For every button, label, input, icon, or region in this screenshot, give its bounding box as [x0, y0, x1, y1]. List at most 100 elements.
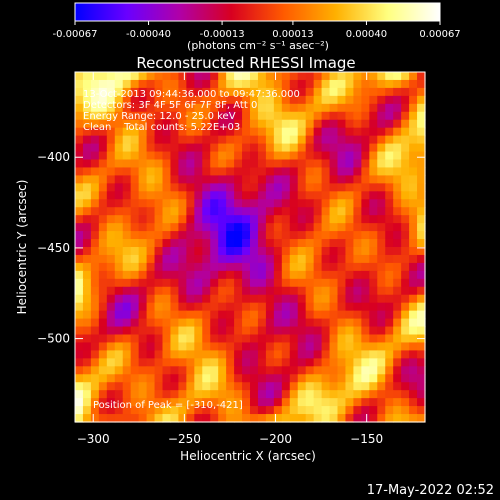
heatmap-cell [234, 374, 243, 383]
heatmap-cell [242, 231, 251, 240]
heatmap-cell [98, 278, 108, 288]
heatmap-cell [242, 119, 251, 129]
heatmap-cell [369, 239, 378, 248]
heatmap-cell [329, 87, 339, 97]
heatmap-cell [210, 95, 219, 105]
heatmap-cell [98, 326, 108, 336]
heatmap-cell [369, 294, 378, 304]
heatmap-cell [178, 390, 187, 399]
heatmap-cell [226, 254, 235, 264]
heatmap-cell [401, 262, 410, 272]
heatmap-cell [202, 342, 211, 351]
heatmap-cell [170, 87, 179, 97]
heatmap-cell [250, 350, 259, 359]
heatmap-cell [154, 350, 164, 359]
heatmap-cell [401, 374, 410, 383]
heatmap-cell [210, 72, 219, 81]
heatmap-cell [337, 111, 347, 121]
heatmap-cell [401, 254, 410, 264]
heatmap-cell [297, 286, 307, 296]
heatmap-cell [337, 183, 347, 192]
heatmap-cell [234, 143, 243, 153]
heatmap-cell [417, 87, 426, 97]
heatmap-cell [369, 334, 378, 344]
heatmap-cell [202, 111, 211, 121]
heatmap-cell [281, 143, 291, 153]
heatmap-cell [154, 215, 164, 224]
heatmap-cell [345, 79, 354, 89]
heatmap-cell [75, 103, 84, 113]
heatmap-cell [186, 223, 195, 232]
heatmap-cell [265, 119, 275, 129]
heatmap-cell [114, 207, 124, 216]
heatmap-cell [210, 390, 219, 399]
heatmap-cell [281, 183, 291, 192]
heatmap-cell [329, 143, 339, 153]
heatmap-cell [242, 286, 251, 296]
heatmap-cell [130, 72, 140, 81]
heatmap-cell [417, 79, 426, 89]
heatmap-cell [210, 302, 219, 312]
heatmap-cell [305, 111, 315, 121]
heatmap-cell [329, 390, 339, 399]
heatmap-cell [409, 191, 418, 200]
heatmap-cell [257, 382, 267, 391]
heatmap-cell [329, 127, 339, 137]
heatmap-cell [393, 175, 402, 184]
heatmap-cell [353, 254, 362, 264]
heatmap-cell [146, 254, 156, 264]
heatmap-cell [138, 278, 148, 288]
heatmap-cell [385, 382, 394, 391]
heatmap-cell [385, 270, 394, 280]
heatmap-cell [98, 95, 108, 105]
heatmap-cell [377, 318, 386, 328]
heatmap-cell [329, 175, 339, 184]
heatmap-cell [122, 119, 132, 129]
heatmap-cell [178, 286, 187, 296]
heatmap-cell [194, 143, 203, 153]
heatmap-cell [265, 302, 275, 312]
heatmap-cell [162, 143, 172, 153]
heatmap-cell [82, 135, 92, 145]
heatmap-cell [401, 143, 410, 153]
heatmap-cell [234, 72, 243, 81]
heatmap-cell [345, 103, 354, 113]
heatmap-cell [265, 87, 275, 97]
heatmap-cell [329, 119, 339, 129]
heatmap-cell [329, 159, 339, 169]
heatmap-cell [273, 350, 283, 359]
heatmap-cell [250, 326, 259, 336]
heatmap-cell [409, 247, 418, 256]
heatmap-cell [226, 87, 235, 97]
heatmap-cell [401, 382, 410, 391]
heatmap-cell [194, 350, 203, 359]
heatmap-cell [337, 215, 347, 224]
heatmap-cell [353, 72, 362, 81]
heatmap-cell [361, 215, 370, 224]
heatmap-cell [242, 159, 251, 169]
heatmap-cell [106, 119, 116, 129]
heatmap-cell [265, 199, 275, 208]
heatmap-cell [202, 199, 211, 208]
heatmap-cell [186, 231, 195, 240]
heatmap-cell [385, 278, 394, 288]
heatmap-cell [146, 215, 156, 224]
heatmap-cell [361, 358, 370, 367]
heatmap-cell [202, 262, 211, 272]
heatmap-cell [369, 270, 378, 280]
heatmap-cell [210, 414, 219, 423]
heatmap-cell [273, 215, 283, 224]
heatmap-cell [194, 215, 203, 224]
heatmap-cell [242, 151, 251, 161]
heatmap-cell [337, 414, 347, 423]
heatmap-cell [273, 302, 283, 312]
heatmap-cell [313, 239, 323, 248]
heatmap-cell [170, 72, 179, 81]
heatmap-cell [305, 103, 315, 113]
heatmap-cell [417, 175, 426, 184]
heatmap-cell [218, 286, 227, 296]
heatmap-cell [281, 318, 291, 328]
heatmap-cell [257, 342, 267, 351]
heatmap-cell [170, 223, 179, 232]
heatmap-cell [265, 167, 275, 176]
